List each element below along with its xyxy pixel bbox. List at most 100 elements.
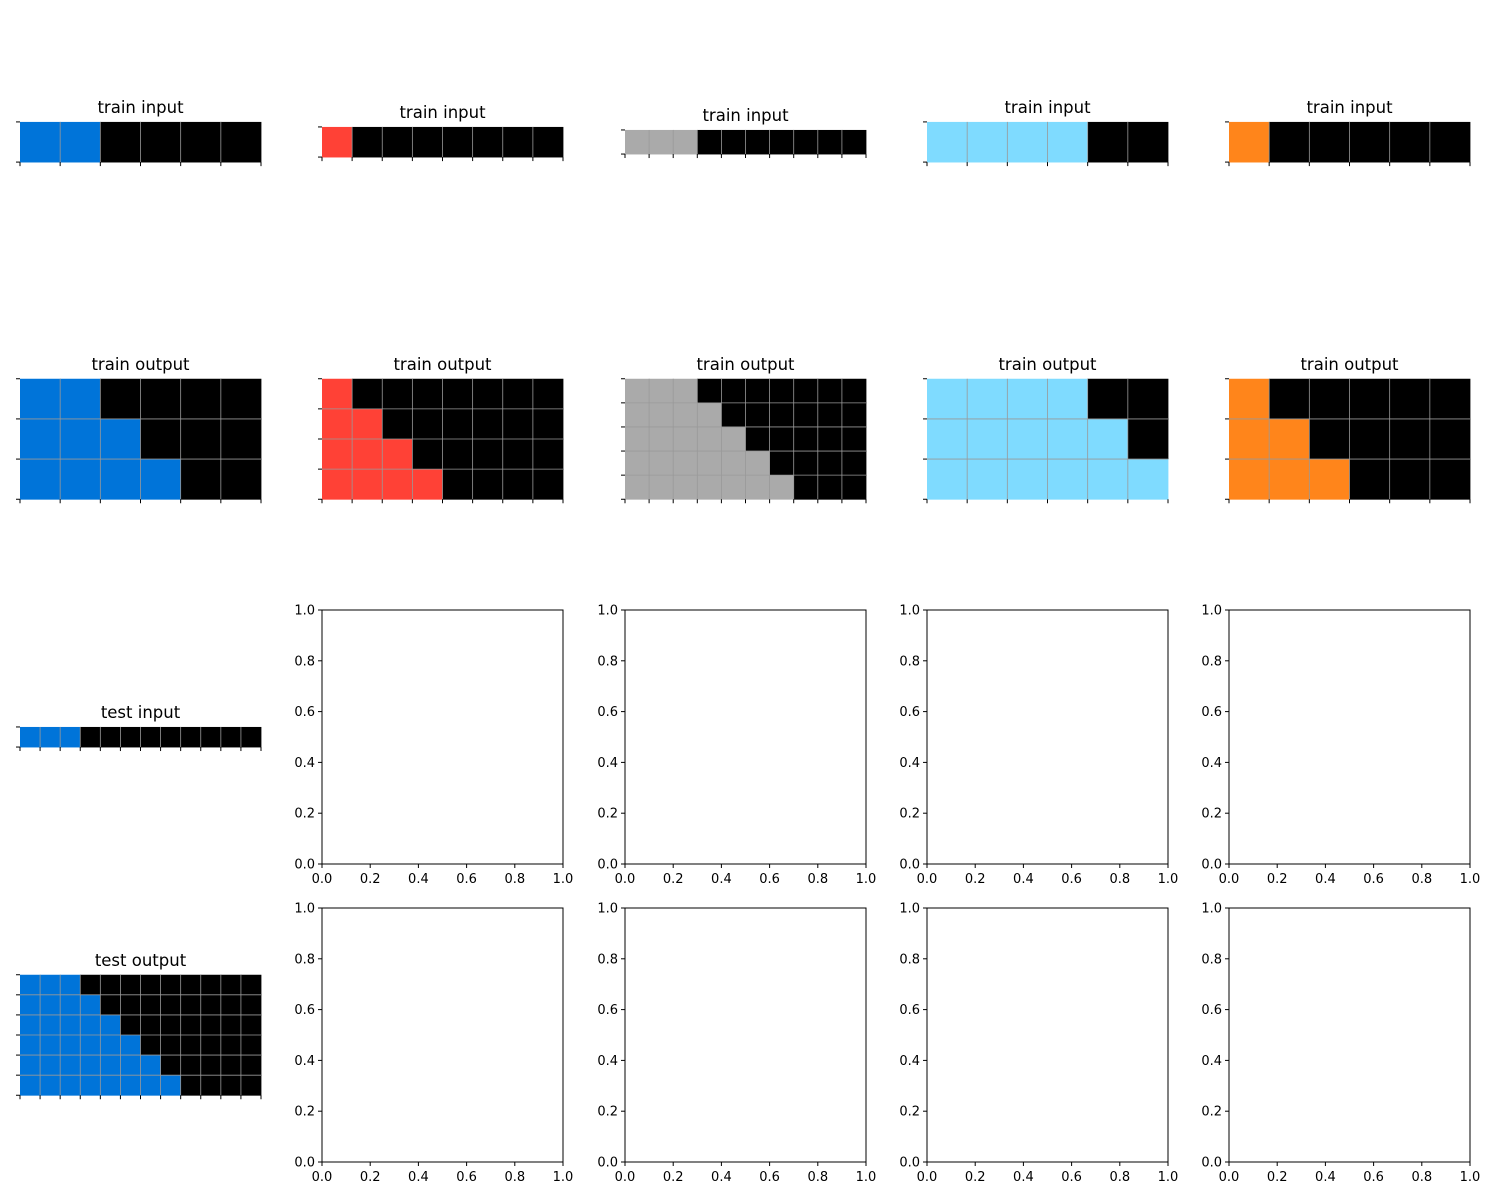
grid-cell (1229, 378, 1270, 420)
grid-cell (20, 1035, 41, 1056)
grid-cell (769, 475, 795, 500)
grid-cell (60, 121, 101, 163)
grid-cell (472, 378, 504, 410)
grid-cell (100, 726, 121, 748)
grid-cell (673, 426, 698, 452)
panel-title: test output (95, 951, 187, 970)
grid-cell (220, 1035, 242, 1056)
grid-cell (841, 378, 867, 404)
grid-cell (673, 451, 698, 476)
grid-cell (180, 459, 222, 500)
grid-cell (240, 726, 262, 748)
x-tick-label: 0.4 (1013, 872, 1034, 887)
x-tick-label: 0.2 (360, 1170, 381, 1185)
grid-cell (649, 129, 674, 155)
grid-cell (793, 426, 819, 452)
grid-cell (841, 426, 867, 452)
grid-cell (382, 126, 413, 158)
grid-cell (240, 974, 262, 996)
grid-cell (697, 378, 722, 404)
grid-cell (20, 1014, 41, 1036)
grid-cell (472, 126, 504, 158)
y-tick-label: 1.0 (597, 604, 618, 619)
grid-cell (120, 726, 141, 748)
grid-cell (442, 439, 474, 470)
grid-cell (180, 994, 202, 1016)
grid-cell (160, 1055, 182, 1076)
panel-title: train output (91, 355, 190, 374)
x-tick-label: 0.6 (456, 872, 477, 887)
grid-cell (1429, 378, 1471, 420)
grid-cell (100, 121, 141, 163)
grid-cell (40, 1035, 61, 1056)
grid-cell (841, 451, 867, 476)
grid-cell (502, 469, 534, 500)
grid-cell (1087, 121, 1129, 163)
grid-cell (1127, 121, 1169, 163)
grid-cell (40, 974, 61, 996)
y-tick-label: 0.4 (1201, 756, 1222, 771)
grid-cell (532, 408, 564, 440)
grid-cell (240, 1014, 262, 1036)
grid-cell (382, 378, 413, 410)
grid-cell (721, 378, 746, 404)
grid-cell (817, 426, 843, 452)
grid-cell (140, 974, 161, 996)
grid-cell (745, 402, 770, 428)
grid-cell (20, 121, 61, 163)
grid-cell (180, 1075, 202, 1096)
grid-cell (745, 129, 770, 155)
grid-cell (1269, 121, 1310, 163)
grid-cell (625, 426, 650, 452)
panel-title: test input (101, 703, 181, 722)
grid-cell (80, 726, 101, 748)
x-tick-label: 0.6 (456, 1170, 477, 1185)
grid-cell (1269, 378, 1310, 420)
grid-cell (80, 1035, 101, 1056)
grid-cell (1047, 121, 1089, 163)
grid-cell (1309, 418, 1350, 460)
grid-cell (60, 974, 81, 996)
grid-cell (697, 451, 722, 476)
grid-cell (1047, 418, 1089, 460)
grid-cell (1429, 459, 1471, 500)
y-tick-label: 0.0 (899, 858, 920, 873)
grid-cell (100, 1055, 121, 1076)
grid-cell (40, 1055, 61, 1076)
grid-cell (442, 126, 474, 158)
y-tick-label: 0.0 (597, 1156, 618, 1171)
grid-cell (100, 974, 121, 996)
empty-axes: 0.0 0.2 0.4 0.6 0.8 1.0 0.0 0.2 0.4 0.6 0.8 1.0 (294, 604, 573, 888)
grid-cell (200, 974, 222, 996)
x-tick-label: 0.4 (711, 1170, 732, 1185)
grid-cell (1229, 418, 1270, 460)
grid-cell (769, 426, 795, 452)
panel-title: train input (1004, 98, 1091, 117)
y-tick-label: 1.0 (899, 604, 920, 619)
y-tick-label: 0.4 (597, 756, 618, 771)
y-tick-label: 0.8 (597, 654, 618, 669)
grid-cell (60, 378, 101, 420)
axes-frame (1228, 907, 1471, 1163)
grid-cell (649, 426, 674, 452)
grid-cell (220, 378, 262, 420)
x-tick-label: 0.2 (965, 1170, 986, 1185)
grid-cell (697, 402, 722, 428)
grid-cell (60, 1035, 81, 1056)
grid-cell (60, 1055, 81, 1076)
empty-axes: 0.0 0.2 0.4 0.6 0.8 1.0 0.0 0.2 0.4 0.6 0.8 1.0 (899, 902, 1178, 1186)
grid-cell (60, 418, 101, 460)
grid-cell (180, 1035, 202, 1056)
grid-cell (180, 726, 202, 748)
grid-cell (1127, 418, 1169, 460)
x-tick-label: 1.0 (1158, 872, 1179, 887)
x-tick-label: 0.8 (807, 872, 828, 887)
x-tick-label: 0.0 (312, 872, 333, 887)
grid-cell (697, 426, 722, 452)
grid-cell (180, 974, 202, 996)
x-tick-label: 0.4 (1315, 872, 1336, 887)
grid-cell (769, 402, 795, 428)
grid-cell (160, 974, 182, 996)
x-tick-label: 0.2 (1267, 1170, 1288, 1185)
grid-cell (322, 469, 353, 500)
